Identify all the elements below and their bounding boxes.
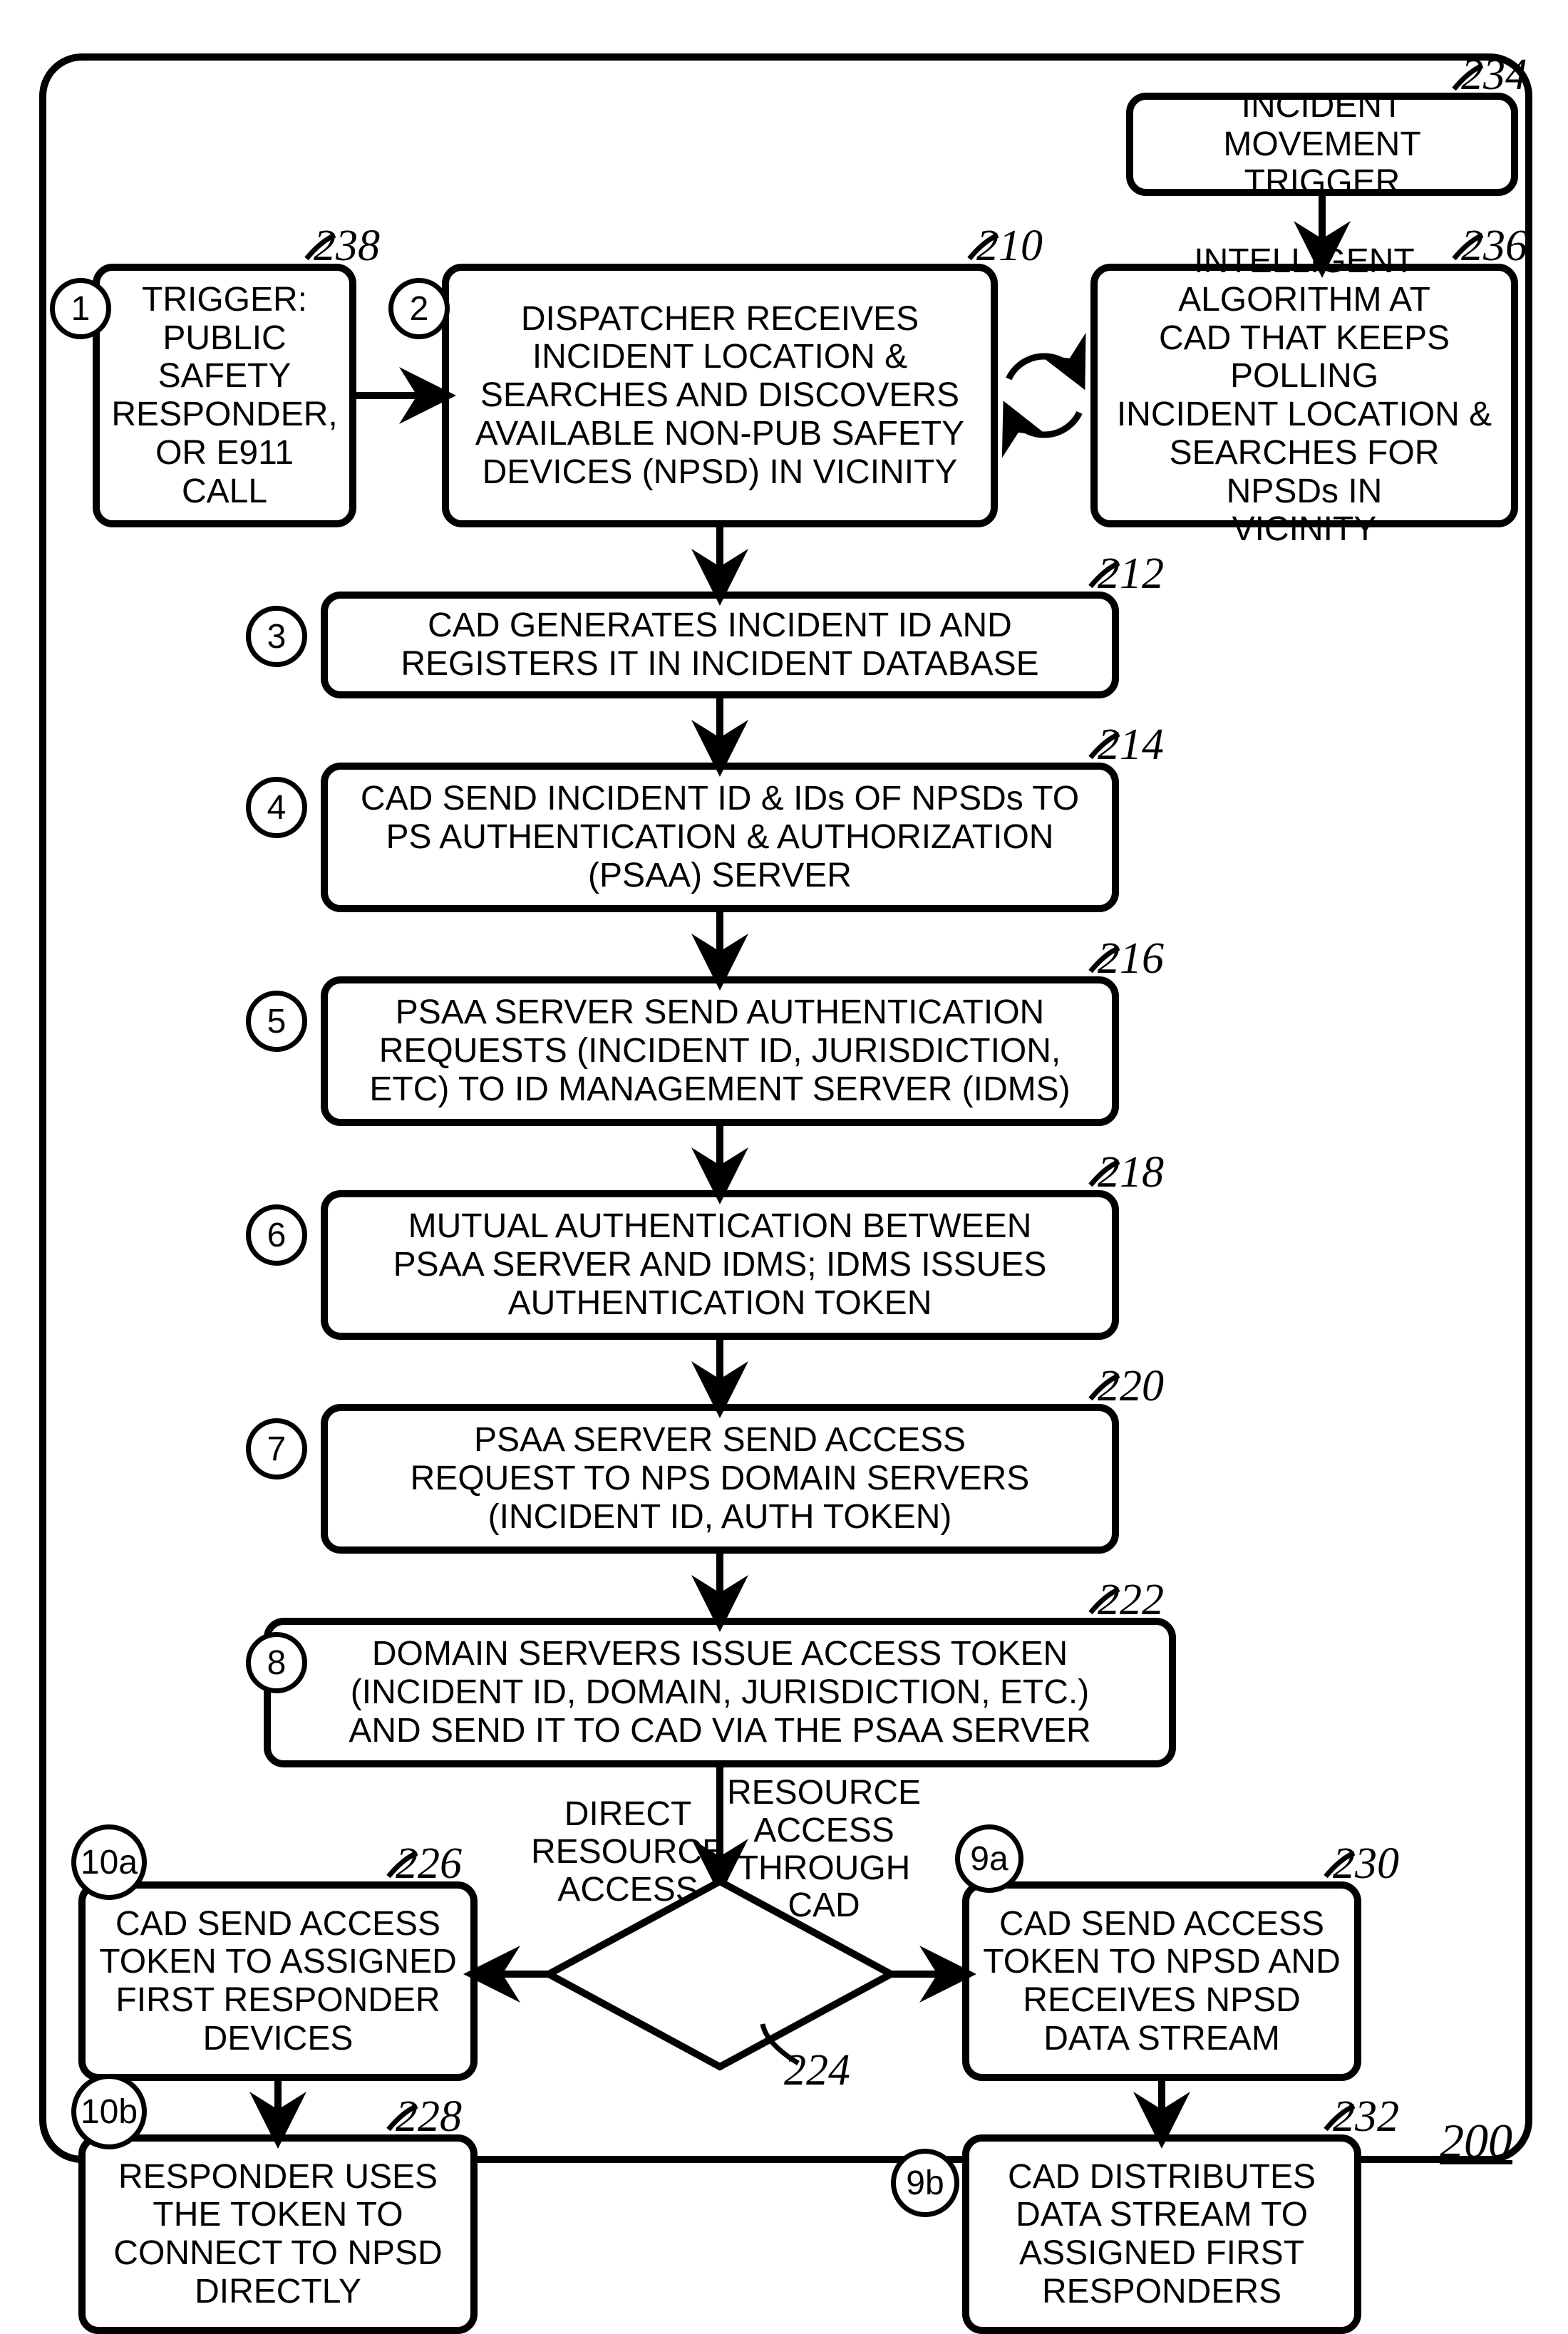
step-circle-3: 3 [246, 606, 307, 667]
box-228-responder-connect: RESPONDER USESTHE TOKEN TOCONNECT TO NPS… [78, 2134, 478, 2334]
box-text: CAD GENERATES INCIDENT ID ANDREGISTERS I… [401, 606, 1038, 683]
box-text: CAD DISTRIBUTESDATA STREAM TOASSIGNED FI… [1008, 2158, 1316, 2311]
ref-232: 232 [1333, 2092, 1399, 2142]
step-circle-8: 8 [246, 1632, 307, 1693]
box-text: DOMAIN SERVERS ISSUE ACCESS TOKEN(INCIDE… [349, 1635, 1090, 1750]
step-label: 9a [970, 1839, 1008, 1879]
step-circle-2: 2 [388, 278, 450, 339]
step-circle-10b: 10b [71, 2074, 147, 2149]
box-230-cad-token-npsd: CAD SEND ACCESSTOKEN TO NPSD ANDRECEIVES… [962, 1881, 1361, 2081]
step-label: 1 [71, 289, 91, 329]
step-label: 8 [267, 1643, 287, 1683]
box-text: TRIGGER:PUBLICSAFETYRESPONDER,OR E911CAL… [111, 281, 337, 511]
ref-210: 210 [976, 221, 1043, 272]
ref-222: 222 [1098, 1575, 1164, 1626]
decision-right-label: RESOURCEACCESSTHROUGHCAD [727, 1775, 921, 1925]
step-label: 10a [81, 1843, 138, 1882]
box-text: DISPATCHER RECEIVESINCIDENT LOCATION &SE… [475, 300, 964, 492]
figure-ref-200: 200 [1440, 2113, 1512, 2169]
step-label: 4 [267, 788, 287, 827]
ref-230: 230 [1333, 1839, 1399, 1889]
step-circle-10a: 10a [71, 1824, 147, 1900]
box-232-cad-distributes: CAD DISTRIBUTESDATA STREAM TOASSIGNED FI… [962, 2134, 1361, 2334]
step-circle-5: 5 [246, 991, 307, 1052]
box-text: INTELLIGENT ALGORITHM ATCAD THAT KEEPS P… [1110, 242, 1498, 549]
box-text: INCIDENT MOVEMENTTRIGGER [1146, 87, 1498, 202]
ref-216: 216 [1098, 934, 1164, 984]
step-circle-9b: 9b [891, 2149, 959, 2217]
box-236-intelligent-algorithm: INTELLIGENT ALGORITHM ATCAD THAT KEEPS P… [1090, 264, 1518, 527]
ref-214: 214 [1098, 720, 1164, 770]
step-label: 2 [410, 289, 429, 329]
step-circle-1: 1 [50, 278, 111, 339]
ref-212: 212 [1098, 549, 1164, 599]
step-circle-9a: 9a [955, 1824, 1023, 1893]
box-238-trigger: TRIGGER:PUBLICSAFETYRESPONDER,OR E911CAL… [93, 264, 356, 527]
step-circle-6: 6 [246, 1204, 307, 1266]
ref-234: 234 [1461, 50, 1527, 100]
step-label: 10b [81, 2092, 138, 2132]
ref-218: 218 [1098, 1147, 1164, 1198]
box-226-cad-token-responder: CAD SEND ACCESSTOKEN TO ASSIGNEDFIRST RE… [78, 1881, 478, 2081]
step-label: 9b [906, 2164, 944, 2203]
box-text: PSAA SERVER SEND AUTHENTICATIONREQUESTS … [369, 993, 1070, 1108]
step-label: 3 [267, 617, 287, 656]
box-212-cad-generates-id: CAD GENERATES INCIDENT ID ANDREGISTERS I… [321, 592, 1119, 698]
box-214-cad-send-ids: CAD SEND INCIDENT ID & IDs OF NPSDs TOPS… [321, 763, 1119, 912]
box-text: CAD SEND ACCESSTOKEN TO ASSIGNEDFIRST RE… [99, 1905, 457, 2058]
box-text: CAD SEND INCIDENT ID & IDs OF NPSDs TOPS… [361, 780, 1079, 894]
step-label: 7 [267, 1430, 287, 1469]
box-218-mutual-auth: MUTUAL AUTHENTICATION BETWEENPSAA SERVER… [321, 1190, 1119, 1340]
box-text: PSAA SERVER SEND ACCESSREQUEST TO NPS DO… [411, 1421, 1030, 1536]
ref-236: 236 [1461, 221, 1527, 272]
figure-canvas: TRIGGER:PUBLICSAFETYRESPONDER,OR E911CAL… [0, 0, 1568, 2235]
decision-left-label: DIRECTRESOURCEACCESS [531, 1796, 725, 1909]
step-circle-4: 4 [246, 777, 307, 838]
ref-238: 238 [314, 221, 380, 272]
box-234-incident-movement: INCIDENT MOVEMENTTRIGGER [1126, 93, 1518, 196]
ref-224: 224 [784, 2045, 850, 2096]
box-text: MUTUAL AUTHENTICATION BETWEENPSAA SERVER… [393, 1207, 1047, 1322]
step-label: 5 [267, 1002, 287, 1041]
box-text: CAD SEND ACCESSTOKEN TO NPSD ANDRECEIVES… [983, 1905, 1340, 2058]
box-222-domain-servers: DOMAIN SERVERS ISSUE ACCESS TOKEN(INCIDE… [264, 1618, 1176, 1767]
ref-228: 228 [396, 2092, 462, 2142]
ref-226: 226 [396, 1839, 462, 1889]
ref-220: 220 [1098, 1361, 1164, 1412]
step-label: 6 [267, 1216, 287, 1255]
box-220-psaa-access-request: PSAA SERVER SEND ACCESSREQUEST TO NPS DO… [321, 1404, 1119, 1554]
box-210-dispatcher: DISPATCHER RECEIVESINCIDENT LOCATION &SE… [442, 264, 998, 527]
step-circle-7: 7 [246, 1418, 307, 1480]
box-text: RESPONDER USESTHE TOKEN TOCONNECT TO NPS… [113, 2158, 442, 2311]
box-216-psaa-auth-request: PSAA SERVER SEND AUTHENTICATIONREQUESTS … [321, 976, 1119, 1126]
